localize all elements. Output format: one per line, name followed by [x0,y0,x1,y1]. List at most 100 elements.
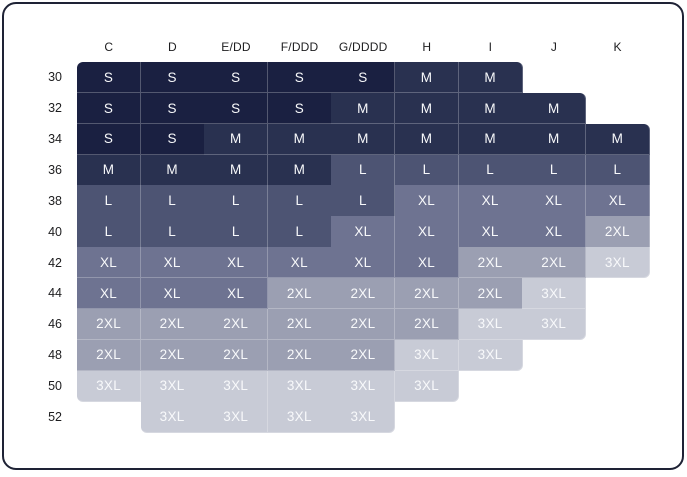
column-header-f-ddd: F/DDD [280,40,319,54]
size-cell: M [267,154,332,186]
size-cell: L [204,216,269,248]
size-cell: 3XL [522,277,587,310]
size-cell: S [77,62,142,94]
size-cell: 2XL [77,308,142,341]
size-cell: XL [395,216,460,248]
size-cell: XL [204,247,269,279]
size-cell: M [267,123,332,156]
size-cell: XL [140,277,205,310]
row-label-30: 30 [48,70,62,85]
size-cell: L [395,154,460,186]
size-cell: 2XL [458,277,523,310]
size-cell: 2XL [140,308,205,341]
size-cell: XL [522,216,587,248]
size-cell: S [77,92,142,125]
size-cell: L [331,154,396,186]
column-header-k: K [613,40,622,54]
size-cell: S [267,92,332,125]
row-label-52: 52 [48,409,62,424]
row-label-42: 42 [48,255,62,270]
size-cell: 2XL [395,308,460,341]
size-cell: M [204,154,269,186]
size-cell: 3XL [140,401,205,433]
size-cell: 3XL [267,370,332,402]
size-cell: 2XL [267,277,332,310]
size-cell: M [395,92,460,125]
size-cell: XL [77,247,142,279]
size-cell: 2XL [267,339,332,371]
size-cell: L [140,216,205,248]
size-cell: 3XL [204,401,269,433]
row-label-38: 38 [48,193,62,208]
size-cell: L [267,216,332,248]
size-cell: L [267,185,332,217]
size-cell: 3XL [585,247,650,279]
size-cell: 3XL [331,401,396,433]
size-cell: M [395,123,460,156]
size-cell: L [140,185,205,217]
size-cell: M [522,92,587,125]
size-cell: S [331,62,396,94]
size-cell: XL [458,185,523,217]
size-cell: 3XL [458,339,523,371]
row-label-48: 48 [48,348,62,363]
size-cell: 3XL [267,401,332,433]
size-cell: M [458,62,523,94]
size-cell: M [522,123,587,156]
size-cell: XL [395,247,460,279]
column-header-i: I [488,40,493,54]
size-cell: 2XL [267,308,332,341]
size-cell: XL [331,247,396,279]
size-cell: S [140,62,205,94]
size-cell: 2XL [140,339,205,371]
size-cell: XL [204,277,269,310]
size-cell: XL [140,247,205,279]
column-header-d: D [167,40,177,54]
size-cell: 2XL [331,277,396,310]
size-cell: 2XL [331,339,396,371]
row-label-46: 46 [48,317,62,332]
size-cell: S [140,123,205,156]
size-cell: 3XL [458,308,523,341]
size-cell: 2XL [204,339,269,371]
size-cell: L [77,185,142,217]
size-cell: XL [395,185,460,217]
size-cell: 2XL [585,216,650,248]
column-header-e-dd: E/DD [221,40,251,54]
size-cell: 3XL [77,370,142,402]
size-cell: M [331,123,396,156]
size-cell: 3XL [331,370,396,402]
size-cell: 3XL [204,370,269,402]
size-cell: 3XL [140,370,205,402]
size-cell: 2XL [522,247,587,279]
size-cell: 2XL [395,277,460,310]
size-cell: XL [267,247,332,279]
size-cell: XL [458,216,523,248]
size-cell: XL [77,277,142,310]
size-cell: S [204,62,269,94]
size-cell: M [204,123,269,156]
row-label-34: 34 [48,132,62,147]
size-cell: S [267,62,332,94]
size-cell: M [331,92,396,125]
row-label-40: 40 [48,224,62,239]
size-cell: 2XL [458,247,523,279]
column-header-c: C [104,40,114,54]
size-cell: L [204,185,269,217]
size-cell: 2XL [331,308,396,341]
size-cell: XL [585,185,650,217]
size-cell: M [140,154,205,186]
row-label-36: 36 [48,162,62,177]
size-cell: M [77,154,142,186]
row-label-44: 44 [48,286,62,301]
size-cell: 2XL [77,339,142,371]
size-cell: 2XL [204,308,269,341]
size-cell: M [395,62,460,94]
size-cell: L [522,154,587,186]
size-cell: L [77,216,142,248]
row-label-50: 50 [48,378,62,393]
size-cell: S [140,92,205,125]
size-cell: 3XL [522,308,587,341]
size-cell: XL [331,216,396,248]
